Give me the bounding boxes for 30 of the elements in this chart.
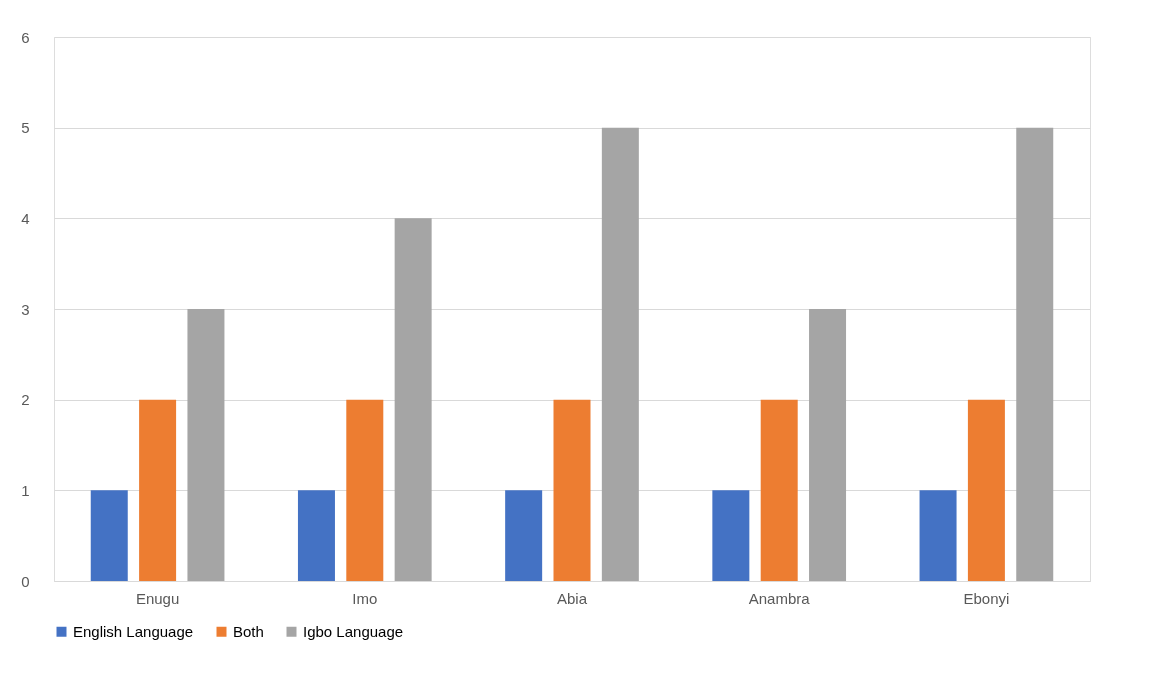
- legend-label: Both: [233, 622, 264, 640]
- legend-label: Igbo Language: [303, 622, 404, 640]
- bar: [1016, 127, 1054, 581]
- bar: [712, 490, 750, 581]
- x-tick-label: Abia: [556, 589, 588, 607]
- bar: [760, 399, 798, 581]
- x-tick-label: Ebonyi: [963, 589, 1010, 607]
- bar: [346, 399, 384, 581]
- x-tick-label: Anambra: [748, 589, 811, 607]
- bar: [919, 490, 957, 581]
- y-tick-label: 5: [21, 119, 30, 137]
- bar: [809, 309, 847, 581]
- y-tick-label: 2: [21, 391, 30, 409]
- bar: [139, 399, 177, 581]
- y-tick-label: 1: [21, 481, 30, 499]
- y-tick-label: 6: [21, 28, 30, 46]
- y-tick-label: 4: [21, 209, 30, 227]
- y-tick-label: 3: [21, 300, 30, 318]
- bar: [394, 218, 432, 581]
- bar: [187, 309, 225, 581]
- bar: [90, 490, 128, 581]
- bar: [505, 490, 543, 581]
- y-tick-label: 0: [21, 572, 30, 590]
- bar: [967, 399, 1005, 581]
- x-tick-label: Enugu: [135, 589, 180, 607]
- bar: [297, 490, 335, 581]
- x-tick-label: Imo: [352, 589, 378, 607]
- bar: [553, 399, 591, 581]
- bar: [601, 127, 639, 581]
- legend-label: English Language: [73, 622, 194, 640]
